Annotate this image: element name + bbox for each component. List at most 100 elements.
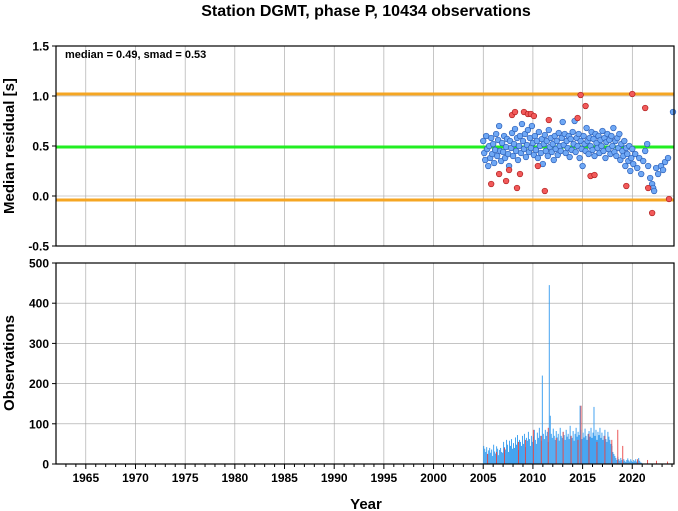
residual-point xyxy=(576,154,583,162)
outlier-point xyxy=(629,90,636,98)
observation-bar xyxy=(497,448,499,464)
observation-bar xyxy=(616,459,618,464)
observation-bar xyxy=(597,431,599,464)
residual-point xyxy=(627,167,634,175)
outlier-point xyxy=(574,114,581,122)
observation-bar xyxy=(535,443,537,464)
residual-point xyxy=(515,142,523,150)
observation-bar xyxy=(492,455,494,464)
residual-point xyxy=(535,128,543,136)
observation-bar xyxy=(606,441,608,464)
residual-point xyxy=(553,137,560,145)
y-tick-label: 400 xyxy=(29,297,49,311)
observation-bar xyxy=(520,445,522,464)
residual-point xyxy=(480,137,487,145)
observation-bar xyxy=(560,435,562,464)
observation-bar xyxy=(590,427,592,464)
residual-point xyxy=(509,152,517,160)
observation-bar xyxy=(499,449,501,464)
observation-bar xyxy=(539,435,541,464)
x-tick-label: 2005 xyxy=(470,471,497,485)
observation-bar xyxy=(618,459,620,464)
observation-bar xyxy=(483,445,485,464)
observation-bar xyxy=(543,439,545,464)
y-tick-label: -0.5 xyxy=(28,240,49,254)
observation-bar xyxy=(548,285,550,464)
outlier-bar xyxy=(570,435,572,464)
observation-bar xyxy=(533,429,535,464)
outlier-point xyxy=(642,104,649,112)
outlier-point xyxy=(513,184,521,192)
observation-bar xyxy=(621,459,623,464)
outlier-bar xyxy=(588,433,590,464)
observation-bar xyxy=(600,437,602,464)
observation-bar xyxy=(595,429,597,464)
observation-bar xyxy=(632,461,634,464)
observation-bar xyxy=(636,461,638,464)
observation-bar xyxy=(638,457,640,464)
residual-y-label: Median residual [s] xyxy=(1,78,18,214)
y-tick-label: 0.5 xyxy=(32,140,49,154)
observation-bar xyxy=(581,439,583,464)
outlier-point xyxy=(545,116,552,124)
observation-bar xyxy=(592,432,594,464)
outlier-point xyxy=(511,108,519,116)
residual-point xyxy=(522,153,530,161)
observation-bar xyxy=(628,460,630,464)
residual-panel: -0.5 0.0 0.5 1.0 1.5 median = 0.49, smad = 0… xyxy=(1,40,677,254)
outlier-point xyxy=(530,112,538,120)
observation-bar xyxy=(598,435,600,464)
outlier-bar xyxy=(518,441,519,464)
residual-point xyxy=(591,152,598,160)
residual-point xyxy=(498,139,506,147)
observation-bar xyxy=(565,429,567,464)
observation-bar xyxy=(615,457,617,464)
observation-bar xyxy=(508,451,510,464)
outlier-point xyxy=(577,91,584,99)
observation-bar xyxy=(506,439,508,464)
x-tick-label: 1965 xyxy=(72,471,99,485)
observation-bar xyxy=(612,451,614,464)
chart-title: Station DGMT, phase P, 10434 observation… xyxy=(201,3,531,20)
x-tick-label: 1995 xyxy=(371,471,398,485)
residual-point xyxy=(569,128,576,136)
residual-point xyxy=(585,150,592,158)
residual-point xyxy=(632,150,639,158)
observation-bar xyxy=(561,437,563,464)
observation-bar xyxy=(586,439,588,464)
observation-bar xyxy=(605,439,607,464)
observation-bar xyxy=(528,439,530,464)
residual-point xyxy=(495,122,503,130)
residual-point xyxy=(541,131,548,139)
observation-bar xyxy=(549,415,551,464)
observation-bar xyxy=(558,440,560,464)
x-tick-label: 1980 xyxy=(221,471,248,485)
observation-bar xyxy=(559,427,561,464)
observation-bar xyxy=(538,427,540,464)
residual-point xyxy=(532,146,540,154)
outlier-point xyxy=(534,162,542,170)
observation-bar xyxy=(574,433,576,464)
observation-bar xyxy=(550,433,552,464)
observation-bar xyxy=(531,441,533,464)
observation-bar xyxy=(519,441,521,464)
outlier-bar xyxy=(667,461,668,464)
residual-point xyxy=(629,145,636,153)
observation-bar xyxy=(505,449,507,464)
residual-point xyxy=(492,146,499,154)
x-tick-label: 1970 xyxy=(122,471,149,485)
observation-bar xyxy=(630,459,632,464)
observation-bar xyxy=(537,437,539,464)
residual-point xyxy=(502,143,510,151)
observation-bar xyxy=(525,437,527,464)
x-tick-label: 2000 xyxy=(420,471,447,485)
observation-bar xyxy=(566,436,568,464)
residual-point xyxy=(566,153,573,161)
observation-bar xyxy=(619,460,621,464)
outlier-bar xyxy=(611,439,613,464)
observation-bar xyxy=(554,439,556,464)
outlier-point xyxy=(488,180,495,188)
observation-bar xyxy=(517,435,518,464)
outlier-bar xyxy=(580,405,582,464)
